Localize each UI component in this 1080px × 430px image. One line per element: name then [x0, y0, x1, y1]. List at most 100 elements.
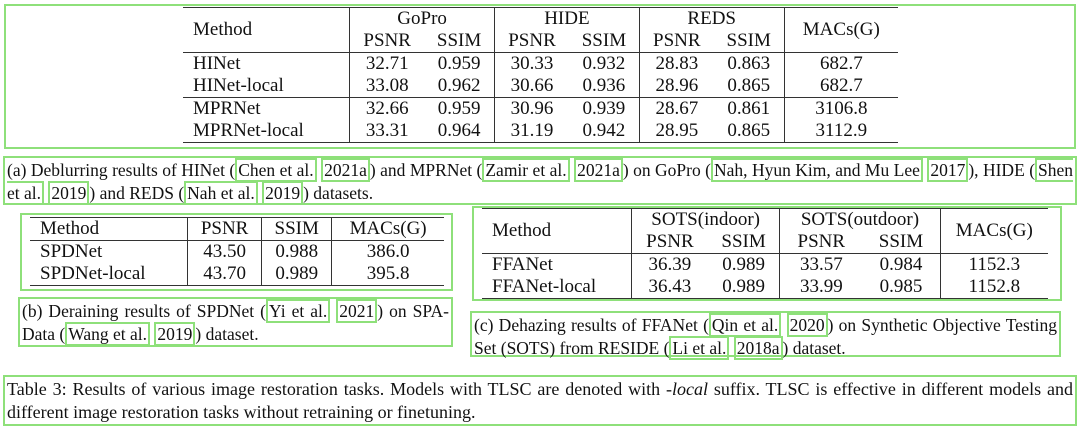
header-cell: SSIM — [726, 30, 771, 51]
caption-text: ) on GoPro ( — [622, 160, 711, 180]
caption: (a) Deblurring results of HINet (Chen et… — [3, 157, 1077, 207]
caption-text: ) dataset. — [782, 338, 846, 358]
frame — [4, 4, 1076, 149]
citation: Wang et al. — [65, 322, 151, 346]
header-cell: SOTS(outdoor) — [779, 208, 941, 231]
citation: Shen et al. — [7, 158, 1074, 205]
cell: 0.865 — [713, 120, 785, 143]
frame — [470, 311, 1061, 357]
cell: 36.39 — [630, 253, 708, 276]
cell: FFANet — [482, 253, 632, 276]
cell: 0.964 — [424, 120, 495, 143]
cell: 682.7 — [783, 75, 898, 98]
cell: 0.989 — [261, 263, 332, 286]
cell: MPRNet-local — [183, 120, 350, 143]
citation: 2018a — [733, 336, 783, 360]
data-row: HINet-local 33.08 0.962 30.66 0.936 28.96 0.86… — [183, 75, 898, 98]
caption-text: (a) Deblurring results of HINet ( — [7, 160, 236, 180]
cell: 43.50 — [187, 240, 262, 263]
cell: 0.861 — [713, 97, 785, 120]
caption-text: ) and REDS ( — [89, 183, 185, 203]
citation: Nah et al. — [184, 181, 258, 205]
cell: 1152.8 — [939, 276, 1048, 299]
data-row: HINet 32.71 0.959 30.33 0.932 28.83 0.863 682.7 — [183, 52, 898, 75]
cell: 32.71 — [349, 52, 425, 75]
caption-text: ) on SPA-Data ( — [22, 301, 449, 344]
cell: 0.942 — [569, 120, 640, 143]
citation: Yi et al. — [266, 299, 331, 323]
table-caption: Table 3: Results of various image restor… — [3, 376, 1077, 426]
cell: MPRNet — [183, 97, 350, 120]
citation: Zamir et al. — [482, 158, 570, 182]
caption-text: (c) Dehazing results of FFANet ( — [474, 315, 709, 335]
header-cell: Method — [30, 217, 188, 241]
cell: 0.989 — [707, 253, 780, 276]
cell: 0.988 — [261, 240, 332, 263]
caption-text: ) dataset. — [195, 324, 259, 344]
data-row: SPDNet 43.50 0.988 386.0 — [30, 240, 444, 263]
citation: 2019 — [262, 181, 304, 205]
citation: 2017 — [927, 158, 969, 182]
header-cell: SSIM — [721, 231, 766, 252]
caption: (b) Deraining results of SPDNet (Yi et a… — [18, 298, 453, 348]
cell: 0.985 — [862, 276, 941, 299]
cell: 0.932 — [569, 52, 640, 75]
citation: Li et al. — [669, 336, 730, 360]
header-cell: MACs(G) — [939, 208, 1048, 254]
cell: 0.989 — [707, 276, 780, 299]
cell: 33.08 — [349, 75, 425, 98]
header-cell: PSNR — [779, 231, 863, 254]
caption-text: Table 3: Results of various image restor… — [7, 379, 666, 399]
frame — [3, 156, 1077, 205]
cell: 682.7 — [783, 52, 898, 75]
header-cell: PSNR — [630, 231, 708, 254]
cell: 0.959 — [424, 52, 495, 75]
cell: 0.865 — [727, 75, 771, 96]
caption: (c) Dehazing results of FFANet (Qin et a… — [470, 312, 1061, 362]
cell: 0.939 — [569, 97, 640, 120]
caption-text: ) and MPRNet ( — [369, 160, 483, 180]
frame — [472, 206, 1062, 301]
cell: 30.66 — [494, 75, 570, 98]
cell: FFANet-local — [482, 276, 632, 299]
cell: 33.31 — [349, 120, 425, 143]
cell: SPDNet — [30, 240, 188, 263]
caption-text: suffix. TLSC is effective in different m… — [7, 379, 1073, 422]
citation: Nah, Hyun Kim, and Mu Lee — [711, 158, 923, 182]
header-cell: GoPro — [349, 7, 495, 30]
data-row: MPRNet-local 33.31 0.964 31.19 0.942 28.95 0.8… — [183, 120, 898, 143]
frame — [18, 297, 453, 347]
results-table: Method GoPro HIDE REDS MACs(G) PSNR SSIM PSNR SS… — [183, 7, 898, 143]
cell: 0.959 — [424, 97, 495, 120]
cell: 28.83 — [638, 52, 714, 75]
cell: 33.57 — [779, 253, 863, 276]
citation: Qin et al. — [708, 313, 782, 337]
cell: 3106.8 — [783, 97, 898, 120]
cell: 32.66 — [349, 97, 425, 120]
results-table: Method PSNR SSIM MACs(G) SPDNet 43.50 0.988 386… — [30, 217, 444, 286]
cell: 0.936 — [582, 75, 626, 96]
cell: 30.33 — [494, 52, 570, 75]
caption-text: ) datasets. — [303, 183, 374, 203]
header-cell: SSIM — [436, 30, 482, 51]
cell: 3112.9 — [783, 120, 898, 143]
header-cell: HIDE — [494, 7, 640, 30]
citation: 2019 — [154, 322, 196, 346]
citation: 2019 — [48, 181, 90, 205]
header-cell: Method — [482, 208, 632, 254]
cell: HINet — [183, 52, 350, 75]
header-cell: SSIM — [261, 217, 332, 241]
citation: 2021a — [321, 158, 370, 182]
data-row: SPDNet-local 43.70 0.989 395.8 — [30, 263, 444, 286]
header-cell: MACs(G) — [783, 7, 898, 53]
header-cell: SSIM — [878, 231, 924, 252]
cell: 43.70 — [187, 263, 262, 286]
cell: 0.962 — [437, 75, 481, 96]
cell: SPDNet-local — [30, 263, 188, 286]
cell: 395.8 — [331, 263, 444, 286]
header-cell: PSNR — [187, 217, 262, 241]
frame — [20, 213, 453, 291]
cell: 28.67 — [638, 97, 714, 120]
header-row: Method PSNR SSIM MACs(G) — [30, 217, 444, 241]
